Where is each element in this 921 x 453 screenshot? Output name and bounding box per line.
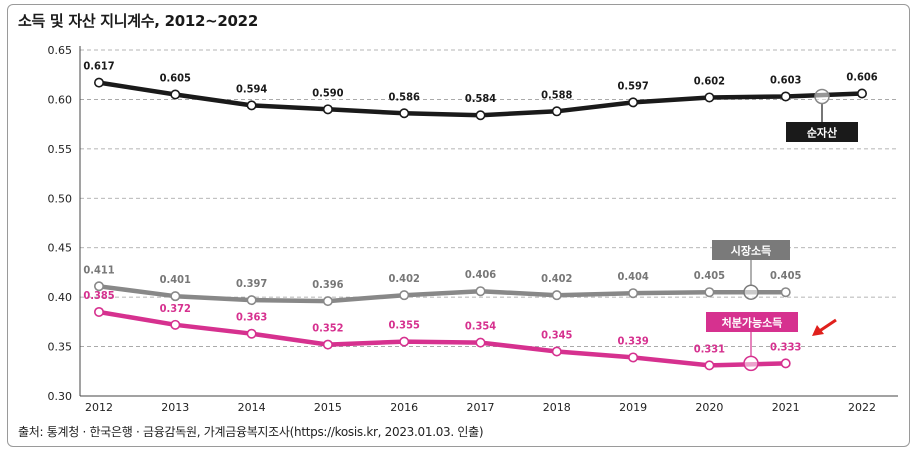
data-point <box>704 287 715 298</box>
data-point <box>628 97 639 108</box>
data-point <box>780 358 791 369</box>
data-label: 0.617 <box>83 60 114 73</box>
series-tag <box>786 122 858 142</box>
data-point <box>170 291 181 302</box>
x-tick-label: 2018 <box>543 401 571 414</box>
series-line-2 <box>96 284 788 304</box>
data-label: 0.355 <box>389 319 420 332</box>
y-tick-label: 0.65 <box>48 44 73 57</box>
y-tick-label: 0.30 <box>48 390 73 403</box>
series-tag <box>706 312 798 332</box>
x-tick-label: 2014 <box>238 401 266 414</box>
y-tick-label: 0.50 <box>48 192 73 205</box>
data-point <box>780 91 791 102</box>
x-tick-label: 2015 <box>314 401 342 414</box>
data-point <box>246 100 257 111</box>
annotation-arrow-icon <box>812 318 837 336</box>
data-point <box>322 296 333 307</box>
data-label: 0.411 <box>83 263 114 276</box>
data-label: 0.605 <box>160 71 191 84</box>
data-label: 0.331 <box>694 342 725 355</box>
data-label: 0.339 <box>617 334 648 347</box>
x-tick-label: 2013 <box>161 401 189 414</box>
x-tick-label: 2021 <box>772 401 800 414</box>
data-label: 0.586 <box>389 90 420 103</box>
data-point <box>322 104 333 115</box>
data-point <box>551 290 562 301</box>
y-tick-label: 0.60 <box>48 93 73 106</box>
x-tick-label: 2017 <box>467 401 495 414</box>
data-label: 0.396 <box>312 278 343 291</box>
data-label: 0.406 <box>465 268 496 281</box>
data-point <box>704 92 715 103</box>
data-label: 0.597 <box>617 79 648 92</box>
data-label: 0.588 <box>541 88 572 101</box>
data-label: 0.372 <box>160 302 191 315</box>
tag-highlight-circle <box>743 284 759 300</box>
y-tick-label: 0.55 <box>48 143 73 156</box>
data-label: 0.590 <box>312 86 343 99</box>
series-tag-label: 순자산 <box>807 126 837 140</box>
data-label: 0.397 <box>236 277 267 290</box>
arrow-shaft <box>817 318 837 334</box>
x-tick-label: 2022 <box>848 401 876 414</box>
data-label: 0.402 <box>389 272 420 285</box>
tag-highlight-circle <box>814 88 830 105</box>
data-label: 0.594 <box>236 82 267 95</box>
series-tag-label: 시장소득 <box>731 244 771 258</box>
data-point <box>94 281 105 292</box>
x-tick-label: 2020 <box>695 401 723 414</box>
data-point <box>780 287 791 298</box>
y-tick-label: 0.35 <box>48 341 73 354</box>
source-note: 출처: 통계청 · 한국은행 · 금융감독원, 가계금융복지조사(https:/… <box>18 425 484 439</box>
data-point <box>628 352 639 363</box>
data-point <box>170 319 181 330</box>
data-point <box>246 295 257 306</box>
data-point <box>399 336 410 347</box>
data-label: 0.606 <box>846 70 877 83</box>
x-tick-label: 2019 <box>619 401 647 414</box>
data-label: 0.333 <box>770 340 801 353</box>
chart-frame <box>7 4 910 447</box>
data-point <box>399 290 410 301</box>
data-point <box>856 88 867 99</box>
data-label: 0.385 <box>83 289 114 302</box>
data-label: 0.401 <box>160 273 191 286</box>
data-label: 0.603 <box>770 73 801 86</box>
tag-highlight-circle <box>743 355 759 372</box>
series-tag <box>712 240 790 260</box>
series-line-3 <box>96 309 788 368</box>
data-point <box>94 77 105 88</box>
data-point <box>704 360 715 371</box>
data-label: 0.345 <box>541 329 572 342</box>
y-tick-label: 0.40 <box>48 291 73 304</box>
x-tick-label: 2012 <box>85 401 113 414</box>
data-point <box>94 306 105 317</box>
series-tag-label: 처분가능소득 <box>722 316 783 330</box>
data-label: 0.363 <box>236 311 267 324</box>
arrow-head <box>812 325 824 336</box>
data-label: 0.404 <box>617 270 648 283</box>
data-label: 0.354 <box>465 320 496 333</box>
data-point <box>475 110 486 121</box>
data-point <box>628 288 639 299</box>
data-point <box>551 346 562 357</box>
data-label: 0.405 <box>694 269 725 282</box>
data-point <box>551 106 562 117</box>
chart-title: 소득 및 자산 지니계수, 2012~2022 <box>18 12 258 30</box>
data-point <box>170 89 181 100</box>
data-point <box>475 286 486 297</box>
data-label: 0.405 <box>770 269 801 282</box>
data-point <box>475 337 486 348</box>
data-label: 0.602 <box>694 74 725 87</box>
data-label: 0.402 <box>541 272 572 285</box>
data-label: 0.584 <box>465 92 496 105</box>
x-tick-label: 2016 <box>390 401 418 414</box>
y-tick-label: 0.45 <box>48 242 73 255</box>
data-point <box>399 108 410 119</box>
data-point <box>322 339 333 350</box>
data-label: 0.352 <box>312 322 343 335</box>
data-point <box>246 328 257 339</box>
